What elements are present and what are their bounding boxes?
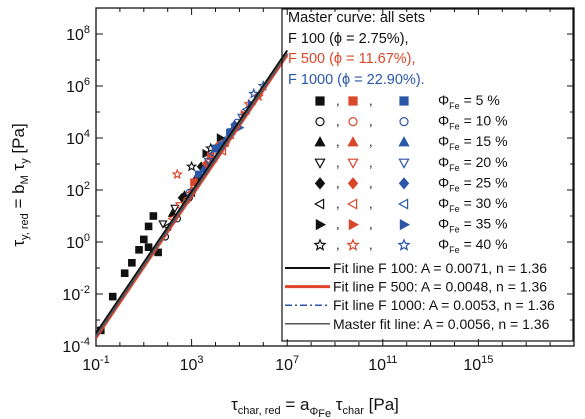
legend-separator: ,: [336, 134, 340, 149]
legend-separator: ,: [336, 196, 340, 211]
data-point: [194, 170, 203, 179]
data-point: [108, 292, 117, 301]
data-point: [128, 259, 136, 267]
fit-line: [95, 52, 288, 337]
y-tick-label: 104: [66, 128, 90, 148]
data-point: [208, 148, 217, 159]
x-tick-label: 107: [275, 354, 299, 374]
data-point: [149, 212, 158, 220]
legend-phi-label: ΦFe = 20 %: [438, 154, 508, 173]
legend-marker: [346, 198, 358, 210]
data-point: [170, 204, 180, 214]
data-point: [120, 269, 129, 278]
legend-marker: [399, 218, 411, 231]
legend-separator: ,: [369, 217, 373, 232]
legend-phi-label: ΦFe = 10 %: [438, 113, 508, 132]
legend-separator: ,: [369, 134, 373, 149]
legend-phi-label: ΦFe = 30 %: [438, 195, 508, 214]
axis-labels: 10-1 103 107 1011 1015 10-4 10-2 100 102 104 106 10…: [9, 24, 493, 419]
legend-separator: ,: [369, 237, 373, 252]
legend-separator: ,: [336, 155, 340, 170]
legend-marker: [399, 116, 409, 127]
legend-fit-label: Master fit line: A = 0.0056, n = 1.36: [333, 316, 550, 332]
legend-marker: [397, 198, 409, 210]
legend-marker: [314, 136, 326, 147]
legend-marker: [347, 158, 359, 169]
legend-set-label: F 100 (ϕ = 2.75%),: [288, 31, 409, 47]
data-point: [201, 158, 211, 170]
legend-separator: ,: [369, 114, 373, 129]
x-axis-label: τchar, red = aΦFe τchar [Pa]: [231, 395, 399, 419]
y-tick-label: 102: [66, 180, 90, 200]
data-point: [203, 157, 214, 167]
y-axis-label: τy, red = bM τy [Pa]: [9, 123, 31, 246]
legend-separator: ,: [369, 93, 373, 108]
legend-marker: [314, 177, 326, 190]
data-point: [171, 168, 183, 180]
data-point: [158, 220, 168, 229]
legend-marker: [398, 177, 410, 190]
legend-marker: [315, 96, 325, 106]
legend-marker: [348, 96, 358, 106]
data-point: [202, 148, 212, 159]
legend-fit-label: Fit line F 1000: A = 0.0053, n = 1.36: [333, 297, 555, 313]
legend-separator: ,: [369, 175, 373, 190]
legend-marker: [315, 116, 325, 127]
legend-separator: ,: [336, 93, 340, 108]
legend-set-label: F 1000 (ϕ = 22.90%).: [288, 72, 425, 88]
legend-fit-label: Fit line F 500: A = 0.0048, n = 1.36: [333, 279, 547, 295]
y-tick-label: 108: [66, 24, 90, 44]
plot-layer: [94, 7, 575, 347]
legend-fit-label: Fit line F 100: A = 0.0071, n = 1.36: [333, 260, 547, 276]
legend-marker: [347, 136, 359, 147]
legend-separator: ,: [336, 217, 340, 232]
legend-phi-label: ΦFe = 40 %: [438, 236, 508, 255]
data-point: [144, 243, 153, 252]
legend-marker: [399, 96, 409, 106]
legend-marker: [348, 218, 360, 231]
legend-box: [281, 8, 574, 342]
data-point: [140, 235, 148, 244]
legend-marker: [398, 158, 410, 169]
y-tick-label: 106: [66, 76, 90, 96]
y-tick-label: 10-4: [62, 336, 90, 356]
legend-title: Master curve: all sets: [288, 10, 425, 26]
legend-marker: [313, 238, 327, 251]
data-point: [135, 246, 143, 254]
y-tick-label: 100: [66, 232, 90, 252]
legend-phi-label: ΦFe = 15 %: [438, 133, 508, 152]
data-point: [216, 133, 226, 143]
x-tick-label: 103: [180, 354, 204, 374]
legend-marker: [315, 218, 327, 231]
legend-marker: [313, 198, 325, 210]
x-tick-label: 1015: [463, 354, 493, 374]
legend-marker: [347, 177, 359, 190]
legend-marker: [348, 116, 358, 127]
fit-line: [95, 49, 289, 334]
x-tick-label: 10-1: [82, 354, 110, 374]
legend-separator: ,: [369, 155, 373, 170]
legend: Master curve: all sets F 100 (ϕ = 2.75%),…: [281, 8, 574, 342]
legend-phi-label: ΦFe = 25 %: [438, 174, 508, 193]
legend-phi-label: ΦFe = 5 %: [438, 92, 500, 111]
legend-marker: [398, 136, 410, 147]
legend-separator: ,: [336, 237, 340, 252]
data-point: [248, 87, 260, 99]
x-tick-label: 1011: [368, 354, 397, 374]
data-point: [177, 192, 187, 203]
y-tick-label: 10-2: [62, 284, 90, 304]
legend-separator: ,: [336, 114, 340, 129]
legend-set-label: F 500 (ϕ = 11.67%),: [288, 51, 416, 67]
legend-marker: [314, 158, 326, 169]
legend-marker: [346, 238, 360, 251]
legend-separator: ,: [369, 196, 373, 211]
data-point: [185, 160, 198, 172]
legend-separator: ,: [336, 175, 340, 190]
legend-phi-label: ΦFe = 35 %: [438, 216, 508, 235]
data-point: [144, 222, 153, 231]
legend-marker: [397, 238, 411, 251]
